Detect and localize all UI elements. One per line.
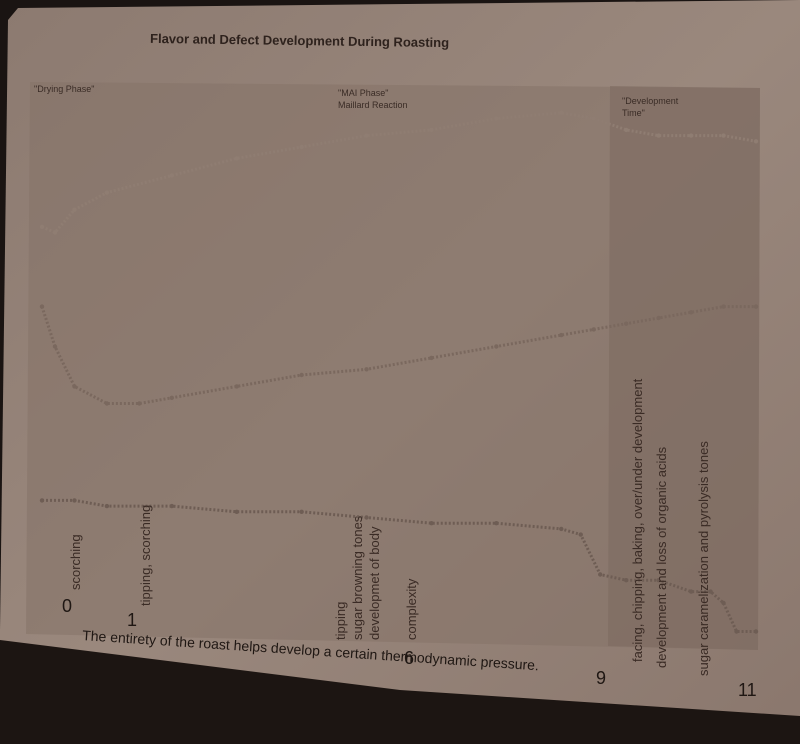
annotation-caramelization: sugar caramelization and pyrolysis tones bbox=[696, 441, 711, 676]
series-2-point-5 bbox=[169, 395, 175, 400]
series-2-point-8 bbox=[364, 367, 369, 372]
series-3-point-7 bbox=[429, 521, 434, 526]
series-2-point-6 bbox=[234, 384, 239, 389]
phase-label-development: "Development bbox=[622, 96, 679, 106]
series-1-point-10 bbox=[559, 110, 564, 116]
series-2-point-15 bbox=[688, 310, 694, 315]
series-1-point-12 bbox=[623, 127, 629, 133]
series-layer bbox=[39, 110, 759, 634]
phase-label-development-sub: Time" bbox=[622, 108, 645, 118]
x-tick-11: 11 bbox=[738, 680, 757, 700]
series-3-point-14 bbox=[688, 589, 694, 594]
series-2-point-7 bbox=[299, 372, 304, 378]
series-3-point-6 bbox=[364, 515, 369, 520]
development-phase-band bbox=[608, 86, 760, 650]
annotation-scorching: scorching bbox=[68, 534, 83, 590]
series-2-point-0 bbox=[39, 304, 45, 309]
x-tick-6: 6 bbox=[404, 648, 414, 668]
annotation-complexity: complexity bbox=[404, 578, 419, 640]
annotation-sugar-browning: sugar browning tones bbox=[350, 515, 365, 640]
series-3-point-2 bbox=[104, 503, 110, 509]
series-2-point-10 bbox=[494, 344, 499, 349]
series-1-point-3 bbox=[104, 190, 110, 195]
series-3-point-4 bbox=[234, 509, 239, 514]
series-3-point-3 bbox=[169, 503, 175, 509]
series-3-point-13 bbox=[656, 578, 661, 583]
series-2-point-3 bbox=[104, 401, 110, 406]
series-1-point-11 bbox=[591, 116, 596, 121]
series-2-point-2 bbox=[72, 384, 77, 389]
series-2-point-14 bbox=[656, 315, 661, 321]
bottom-shadow bbox=[0, 640, 800, 744]
annotation-organic-acids: development and loss of organic acids bbox=[654, 446, 669, 668]
series-3-point-11 bbox=[598, 572, 603, 577]
series-1-point-14 bbox=[688, 133, 694, 138]
series-1-point-7 bbox=[364, 133, 369, 138]
series-1-point-6 bbox=[299, 144, 304, 150]
phase-label-mai: "MAI Phase" bbox=[338, 88, 388, 98]
series-2-point-17 bbox=[753, 304, 759, 309]
series-1-point-5 bbox=[234, 156, 239, 161]
annotation-tipping: tipping bbox=[333, 602, 348, 640]
series-3-point-15 bbox=[708, 589, 713, 594]
series-1-point-4 bbox=[169, 173, 175, 178]
series-2-point-13 bbox=[623, 321, 629, 326]
annotation-facing-chipping: facing, chipping, baking, over/under dev… bbox=[630, 378, 645, 662]
series-1-point-2 bbox=[72, 207, 77, 212]
phase-label-drying: "Drying Phase" bbox=[34, 84, 94, 94]
chart-title: Flavor and Defect Development During Roa… bbox=[150, 31, 449, 50]
series-1-point-15 bbox=[721, 133, 726, 138]
series-3-point-10 bbox=[578, 532, 583, 537]
series-1-point-16 bbox=[753, 139, 759, 144]
x-tick-9: 9 bbox=[596, 668, 606, 688]
series-line-2 bbox=[40, 305, 756, 405]
series-3-point-8 bbox=[494, 521, 499, 526]
series-2-point-4 bbox=[137, 401, 142, 406]
series-3-point-1 bbox=[72, 498, 77, 503]
series-2-point-16 bbox=[721, 304, 726, 309]
series-1-point-8 bbox=[429, 127, 434, 133]
series-3-point-17 bbox=[734, 629, 739, 634]
series-3-point-12 bbox=[623, 578, 629, 583]
series-3-point-9 bbox=[559, 526, 564, 532]
series-2-point-9 bbox=[429, 355, 434, 361]
series-1-point-0 bbox=[39, 224, 45, 229]
x-tick-1: 1 bbox=[127, 610, 137, 630]
series-2-point-1 bbox=[52, 344, 58, 349]
series-3-point-5 bbox=[299, 509, 304, 514]
series-3-point-0 bbox=[39, 498, 45, 503]
series-2-point-12 bbox=[591, 327, 596, 332]
series-1-point-9 bbox=[494, 116, 499, 121]
series-1-point-1 bbox=[52, 230, 58, 235]
series-2-point-11 bbox=[559, 332, 564, 338]
series-3-point-16 bbox=[721, 600, 726, 606]
series-3-point-18 bbox=[753, 629, 759, 634]
phase-label-mai-sub: Maillard Reaction bbox=[338, 100, 408, 110]
annotation-tipping-scorching: tipping, scorching bbox=[138, 505, 153, 606]
annotation-body: developmet of body bbox=[367, 526, 382, 640]
series-1-point-13 bbox=[656, 133, 661, 138]
x-tick-0: 0 bbox=[62, 596, 72, 616]
